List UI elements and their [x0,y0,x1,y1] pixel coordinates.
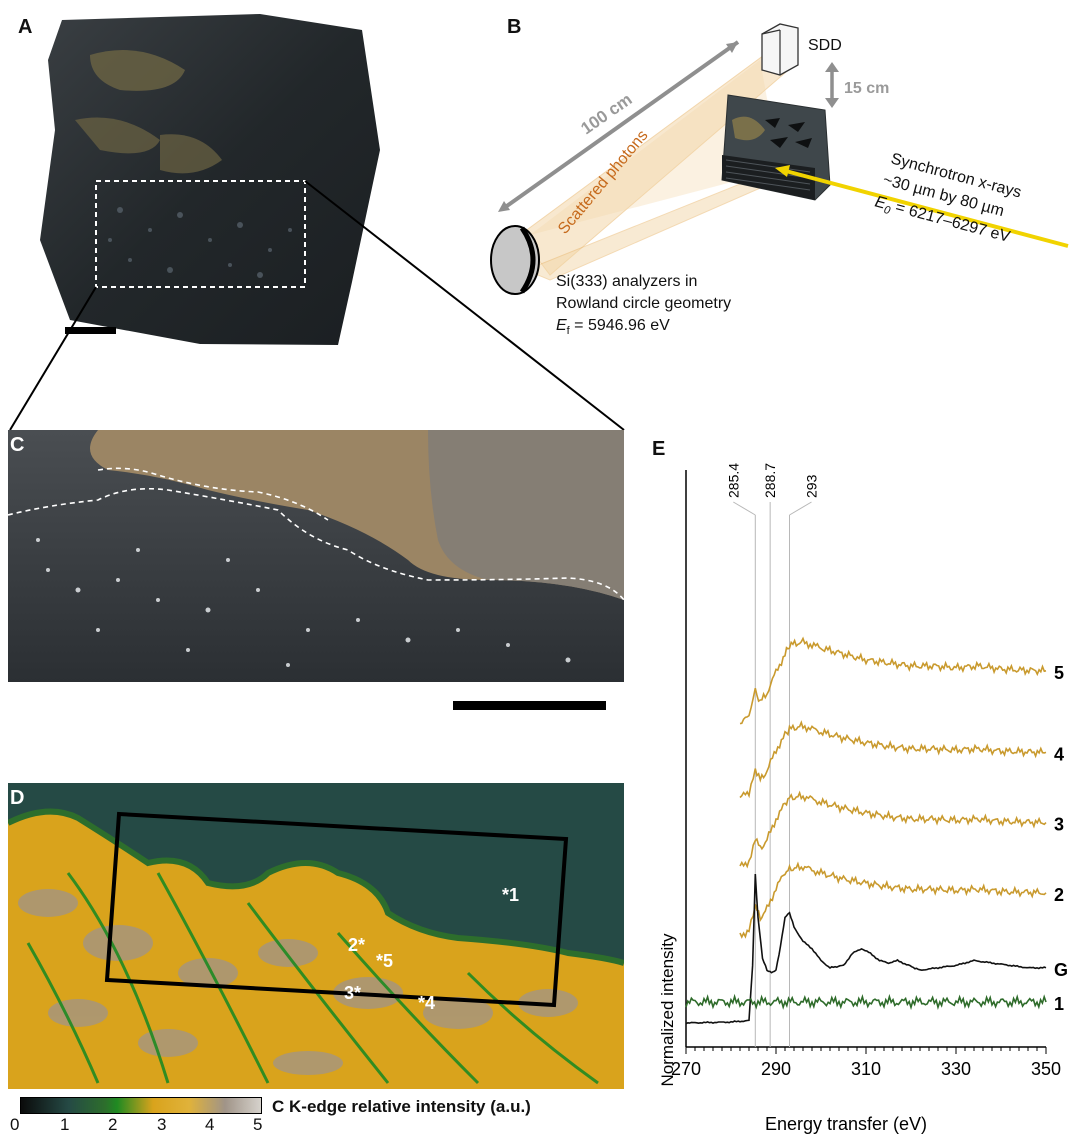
series-line-1 [685,993,1047,1011]
arrowhead [498,201,510,212]
series-label-3: 3 [1054,815,1064,835]
arrowhead [726,42,738,53]
series-line-G [685,873,1047,1025]
x-tick-label: 270 [671,1059,701,1079]
colorbar-tick: 2 [108,1115,118,1134]
series-label-G: G [1054,960,1068,980]
series-label-2: 2 [1054,885,1064,905]
grey-matrix [428,430,624,600]
boundary-dashed [8,487,624,601]
arrowhead [825,98,839,108]
scale-bar-c [453,701,606,710]
series-line-4 [739,720,1047,799]
analyzer-disc [490,225,540,295]
series-line-2 [739,861,1047,939]
sample-tan-patch [732,116,765,141]
sdd-label: SDD [808,37,842,54]
scale-bar-a [65,327,116,334]
analyzer-label-line1: Si(333) analyzers in [556,273,697,290]
point-2: 2* [348,935,365,955]
reference-lines: 285.4 288.7 293 [725,463,820,1047]
colorbar-tick: 5 [253,1115,263,1134]
bright-specks [36,538,571,667]
green-veins [26,872,599,1085]
point-3: 3* [344,983,361,1003]
reference-line-label: 285.4 [725,463,741,498]
colorbar-tick: 4 [205,1115,215,1134]
tan-matrix-patch [75,117,160,154]
reference-leader [733,501,756,516]
beam-e0-symbol: E [873,193,888,212]
colorbar-tick: 3 [157,1115,167,1134]
analysis-box [104,811,569,1008]
panel-c-photo [8,430,624,682]
x-tick-label: 330 [941,1059,971,1079]
panel-a-photo [40,14,380,345]
colorbar-label: C K-edge relative intensity (a.u.) [272,1097,531,1116]
scattered-cone-sample [530,60,780,235]
series-label-4: 4 [1054,744,1064,764]
speckled-layer [108,207,292,278]
zoom-box [95,180,306,288]
x-tick-label: 290 [761,1059,791,1079]
ef-sub: f [567,325,571,337]
distance-arrow [502,40,740,210]
colorbar [20,1097,262,1114]
series-labels: 5 4 3 2 G 1 [1054,663,1068,1014]
tan-matrix-patch [160,134,222,174]
grey-patches [18,889,578,1075]
y-axis-label: Normalized intensity [658,933,677,1087]
chart-series [685,636,1047,1025]
boundary-dashed [97,467,329,521]
point-5: *5 [376,951,393,971]
reference-line-label: 288.7 [762,463,778,498]
rock-specimen [40,14,380,345]
analyzer-rim [519,226,536,294]
synchrotron-beam [781,168,1069,248]
panel-e-chart: 270 290 310 330 350 285.4 288.7 293 5 4 3 2 G 1 Nor… [658,463,1068,1134]
analyzer-energy-label: Ef = 5946.96 eV [556,317,670,337]
panel-e-label: E [652,438,666,460]
panel-d-label: D [10,787,25,809]
point-1: *1 [502,885,519,905]
ef-value: = 5946.96 eV [570,317,670,334]
panel-c-label: C [10,434,25,456]
ef-symbol: E [556,317,567,334]
sample-textured-layer [722,155,815,200]
beam-arrowhead [775,165,790,177]
colorbar-tick: 0 [10,1115,20,1134]
arrowhead [825,62,839,72]
series-line-5 [739,636,1047,725]
edge-intensity [8,808,624,966]
series-line-3 [739,790,1047,869]
analyzer-label-line2: Rowland circle geometry [556,295,731,312]
tan-matrix-patch [90,50,185,91]
series-label-1: 1 [1054,994,1064,1014]
zoom-lines [9,180,625,431]
sample-texture [725,159,811,191]
x-tick-label: 310 [851,1059,881,1079]
colorbar-tick: 1 [60,1115,70,1134]
gap-label: 15 cm [844,80,889,97]
distance-label: 100 cm [577,90,635,139]
x-tick-label: 350 [1031,1059,1061,1079]
reference-leader [789,501,812,516]
sample-dark-fragments [765,118,812,148]
reference-line-label: 293 [804,474,820,498]
beam-e0-sub: 0 [882,204,892,217]
chart-axes: 270 290 310 330 350 [671,470,1061,1079]
colorbar-ticks: 0 1 2 3 4 5 [10,1115,272,1137]
panel-b-schematic: Scattered photons 100 cm SDD 15 cm Synch… [490,23,1069,337]
panel-a-label: A [18,16,33,38]
series-label-5: 5 [1054,663,1064,683]
point-4: *4 [418,993,435,1013]
sdd-edge [761,29,781,35]
panel-b-label: B [507,16,522,38]
x-axis-label: Energy transfer (eV) [765,1114,927,1134]
panel-d-map: *1 2* *5 3* *4 [8,783,624,1089]
